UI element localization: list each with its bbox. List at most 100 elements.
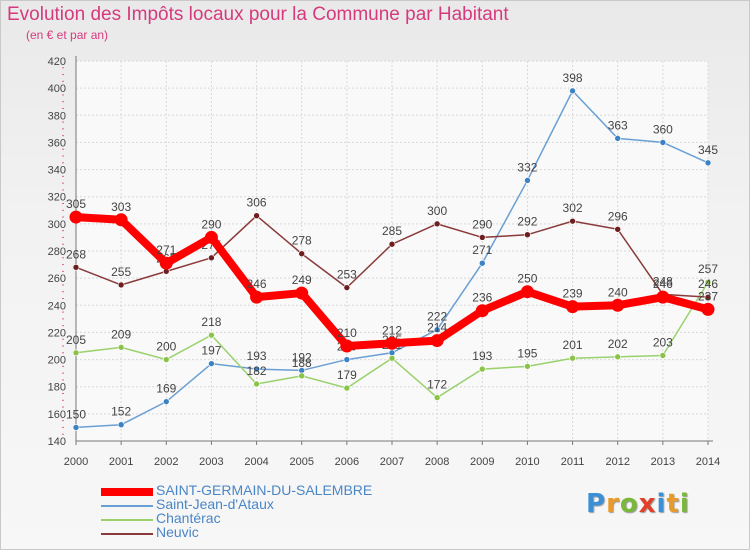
data-point xyxy=(659,352,667,359)
legend-label: Neuvic xyxy=(156,524,199,540)
data-point xyxy=(117,281,125,289)
legend-swatch xyxy=(101,519,153,521)
data-point xyxy=(253,380,260,388)
data-point xyxy=(478,234,486,241)
data-label: 271 xyxy=(156,243,176,257)
data-point xyxy=(614,353,622,361)
data-label: 193 xyxy=(472,349,492,363)
x-tick-label: 2003 xyxy=(199,456,223,468)
y-tick-label: 180 xyxy=(48,382,66,394)
data-label: 188 xyxy=(292,356,312,370)
data-point xyxy=(388,354,396,362)
data-label: 246 xyxy=(653,277,673,291)
data-label: 302 xyxy=(563,201,583,215)
data-label: 290 xyxy=(472,217,492,231)
data-point xyxy=(433,326,441,334)
data-label: 169 xyxy=(156,382,176,396)
data-point xyxy=(253,365,260,373)
data-point xyxy=(72,349,80,357)
data-point xyxy=(72,263,80,271)
chart-title: Evolution des Impôts locaux pour la Comm… xyxy=(7,4,509,25)
data-point xyxy=(343,384,351,392)
data-label: 197 xyxy=(201,344,221,358)
data-label: 305 xyxy=(66,197,86,211)
y-tick-label: 220 xyxy=(48,327,66,339)
data-label: 214 xyxy=(427,321,447,335)
data-point xyxy=(566,300,580,314)
data-label: 193 xyxy=(247,349,267,363)
data-label: 218 xyxy=(201,315,221,329)
x-tick-label: 2014 xyxy=(696,456,720,468)
data-label: 212 xyxy=(382,323,402,337)
data-point xyxy=(298,372,306,380)
y-tick-label: 240 xyxy=(48,300,66,312)
data-point xyxy=(114,213,128,227)
data-label: 306 xyxy=(247,196,267,210)
data-point xyxy=(704,278,712,286)
data-label: 300 xyxy=(427,204,447,218)
data-point xyxy=(611,298,625,312)
x-tick-label: 2001 xyxy=(109,456,133,468)
legend-swatch xyxy=(101,488,153,496)
logo-letter: x xyxy=(638,489,657,519)
y-tick-label: 400 xyxy=(48,83,66,95)
legend-label: SAINT-GERMAIN-DU-SALEMBRE xyxy=(156,482,373,498)
logo-letter: i xyxy=(679,489,690,519)
data-label: 285 xyxy=(382,224,402,238)
data-point xyxy=(704,159,712,167)
data-point xyxy=(475,304,489,318)
data-point xyxy=(704,293,712,301)
data-point xyxy=(524,231,531,239)
legend-swatch xyxy=(101,505,153,507)
legend-item: Neuvic xyxy=(101,524,441,541)
data-point xyxy=(614,135,622,142)
data-label: 239 xyxy=(563,287,583,301)
data-label: 345 xyxy=(698,143,718,157)
data-point xyxy=(569,354,576,362)
data-label: 257 xyxy=(698,262,718,276)
chart-legend: SAINT-GERMAIN-DU-SALEMBRE Saint-Jean-d'At… xyxy=(101,482,441,541)
data-label: 271 xyxy=(472,243,492,257)
data-label: 205 xyxy=(66,333,86,347)
legend-item: Chantérac xyxy=(101,510,441,527)
logo-letter: t xyxy=(666,489,680,519)
x-tick-label: 2004 xyxy=(244,456,268,468)
data-point xyxy=(253,212,260,220)
data-label: 278 xyxy=(292,234,312,248)
data-point xyxy=(340,339,354,353)
data-point xyxy=(250,290,264,304)
data-point xyxy=(208,360,215,367)
data-label: 237 xyxy=(698,289,718,303)
data-label: 255 xyxy=(111,265,131,279)
logo-letter: P xyxy=(586,489,607,519)
y-tick-label: 280 xyxy=(48,246,66,258)
data-point xyxy=(569,217,576,225)
data-label: 179 xyxy=(337,368,357,382)
x-tick-label: 2006 xyxy=(335,456,359,468)
data-label: 195 xyxy=(517,346,537,360)
data-point xyxy=(72,424,80,431)
data-point xyxy=(204,230,218,244)
data-label: 192 xyxy=(292,350,312,364)
data-label: 150 xyxy=(66,407,86,421)
y-tick-label: 320 xyxy=(48,192,66,204)
legend-label: Saint-Jean-d'Ataux xyxy=(156,496,274,512)
data-point xyxy=(524,177,531,184)
data-point xyxy=(701,302,715,316)
x-tick-label: 2012 xyxy=(605,456,629,468)
proxiti-logo: Proxiti xyxy=(586,489,690,519)
data-label: 398 xyxy=(563,71,583,85)
logo-letter: i xyxy=(656,489,667,519)
data-point xyxy=(478,259,486,267)
data-point xyxy=(569,87,576,95)
data-point xyxy=(208,331,215,339)
data-point xyxy=(208,254,215,262)
x-tick-label: 2008 xyxy=(425,456,449,468)
data-label: 268 xyxy=(66,247,86,261)
y-tick-label: 420 xyxy=(48,56,66,68)
legend-swatch xyxy=(101,533,153,535)
logo-letter: o xyxy=(619,489,639,519)
y-tick-label: 200 xyxy=(48,355,66,367)
data-point xyxy=(385,336,399,350)
